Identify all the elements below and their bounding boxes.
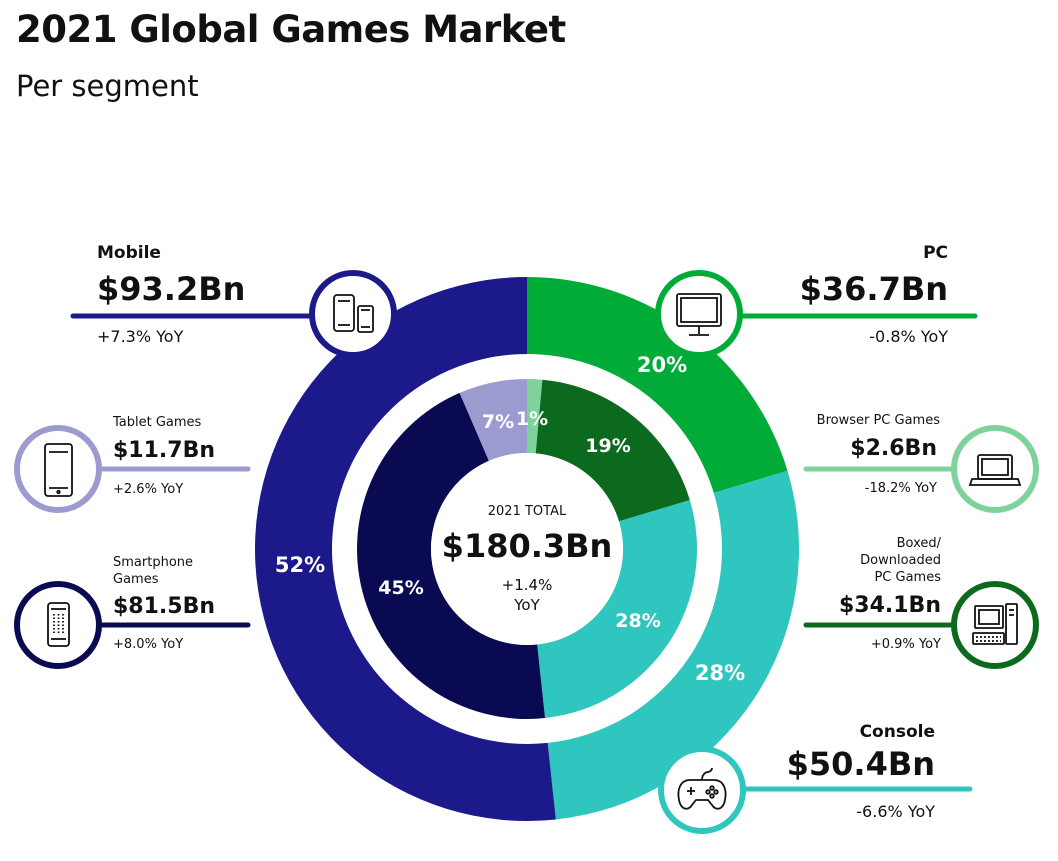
desktop-pc-icon [972, 603, 1018, 645]
outer-ring [255, 277, 799, 821]
pct-label-mobile: 52% [275, 553, 325, 577]
center-hole [431, 453, 623, 645]
pct-label-tablet: 7% [482, 411, 514, 433]
chart-subtitle: Per segment [16, 69, 199, 103]
pct-label-pc: 20% [637, 353, 687, 377]
browser-name: Browser PC Games [817, 413, 941, 428]
console-value: $50.4Bn [787, 745, 935, 783]
inner-slice-smartphone-games [356, 392, 546, 719]
inner-slice-boxed-downloaded-pc-games [535, 379, 690, 522]
mobile-value: $93.2Bn [97, 270, 245, 308]
inner-ring [356, 379, 698, 719]
pct-label-console: 28% [695, 661, 745, 685]
outer-slice-console [547, 470, 799, 820]
boxed-value: $34.1Bn [839, 593, 941, 618]
tablet-icon [44, 443, 73, 497]
outer-slice-pc [527, 277, 788, 493]
tablet-yoy: +2.6% YoY [113, 482, 183, 497]
pc-yoy: -0.8% YoY [869, 327, 948, 346]
smartphone-name-line2: Games [113, 572, 159, 587]
pct-label-console-inner: 28% [615, 610, 660, 632]
mobile-icon-badge [309, 270, 397, 358]
tablet-value: $11.7Bn [113, 438, 215, 463]
smartphone-icon [47, 602, 70, 647]
gamepad-icon [677, 767, 727, 810]
pct-label-browser: 1% [516, 408, 548, 430]
inner-slice-console [537, 500, 698, 719]
chart-title: 2021 Global Games Market [16, 8, 566, 51]
mobile-yoy: +7.3% YoY [97, 327, 184, 346]
total-value: $180.3Bn [442, 527, 613, 565]
tablet-name: Tablet Games [112, 415, 202, 430]
browser-value: $2.6Bn [850, 436, 937, 461]
inner-slice-browser-pc-games [527, 379, 543, 454]
laptop-icon [968, 454, 1022, 486]
boxed-name-line3: PC Games [874, 570, 941, 585]
console-icon-badge [658, 746, 746, 834]
pc-icon-badge [655, 270, 743, 358]
boxed-icon-badge [951, 581, 1039, 669]
boxed-name-line2: Downloaded [860, 553, 941, 568]
boxed-name-line1: Boxed/ [897, 536, 942, 551]
smartphone-icon-badge [14, 581, 102, 669]
console-name: Console [860, 722, 935, 742]
mobile-name: Mobile [97, 243, 161, 263]
browser-icon-badge [951, 425, 1039, 513]
pc-value: $36.7Bn [800, 270, 948, 308]
pct-label-smartphone: 45% [378, 577, 423, 599]
smartphone-value: $81.5Bn [113, 594, 215, 619]
outer-slice-mobile [255, 277, 556, 821]
pct-label-boxed: 19% [585, 435, 630, 457]
smartphone-name-line1: Smartphone [113, 555, 193, 570]
pc-name: PC [923, 243, 948, 263]
inner-slice-tablet-games [459, 379, 527, 461]
total-growth-unit: YoY [513, 596, 540, 614]
boxed-yoy: +0.9% YoY [871, 637, 941, 652]
tablet-icon-badge [14, 425, 102, 513]
console-yoy: -6.6% YoY [856, 802, 935, 821]
monitor-icon [676, 293, 722, 336]
mobile-devices-icon [333, 294, 374, 333]
browser-yoy: -18.2% YoY [865, 481, 937, 496]
smartphone-yoy: +8.0% YoY [113, 637, 183, 652]
total-growth: +1.4% [502, 576, 553, 594]
total-label: 2021 TOTAL [488, 504, 567, 519]
